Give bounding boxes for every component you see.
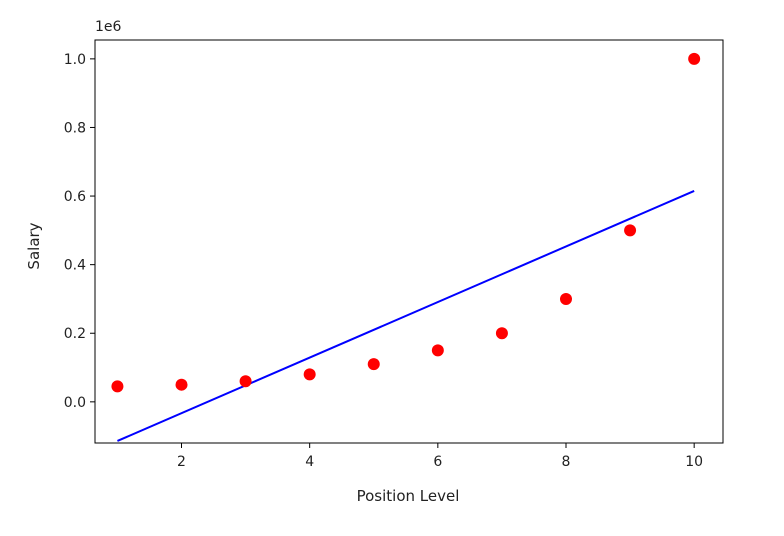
data-point [111,380,124,393]
y-tick-label: 1.0 [64,52,86,68]
y-tick-label: 0.0 [64,395,86,411]
x-tick-label: 10 [685,454,703,470]
x-tick-label: 6 [433,454,442,470]
data-point [367,358,380,371]
y-tick-label: 0.2 [64,326,86,342]
plot-layer [95,40,723,443]
labels-layer: 1e6 Position Level Salary [25,19,459,505]
y-tick-label: 0.6 [64,189,86,205]
regression-line [117,189,695,442]
y-multiplier-label: 1e6 [95,19,122,35]
x-tick-label: 4 [305,454,314,470]
data-point [239,375,252,388]
y-tick-label: 0.8 [64,120,86,136]
data-point [560,292,572,305]
data-point [624,224,637,237]
marks-layer [111,52,701,442]
plot-frame [94,39,724,444]
axes-layer: 2 4 6 8 10 0.0 0.2 0.4 0.6 0.8 1.0 [64,39,724,470]
x-tick-label: 8 [562,454,571,470]
y-tick-label: 0.4 [64,258,86,274]
data-point [175,378,188,391]
y-axis-label: Salary [25,222,43,269]
x-tick-label: 2 [177,454,186,470]
data-point [495,327,508,340]
plot-area [95,40,723,443]
data-point [688,52,701,65]
data-point [431,344,444,357]
x-axis-label: Position Level [357,487,460,505]
data-point [303,368,316,381]
